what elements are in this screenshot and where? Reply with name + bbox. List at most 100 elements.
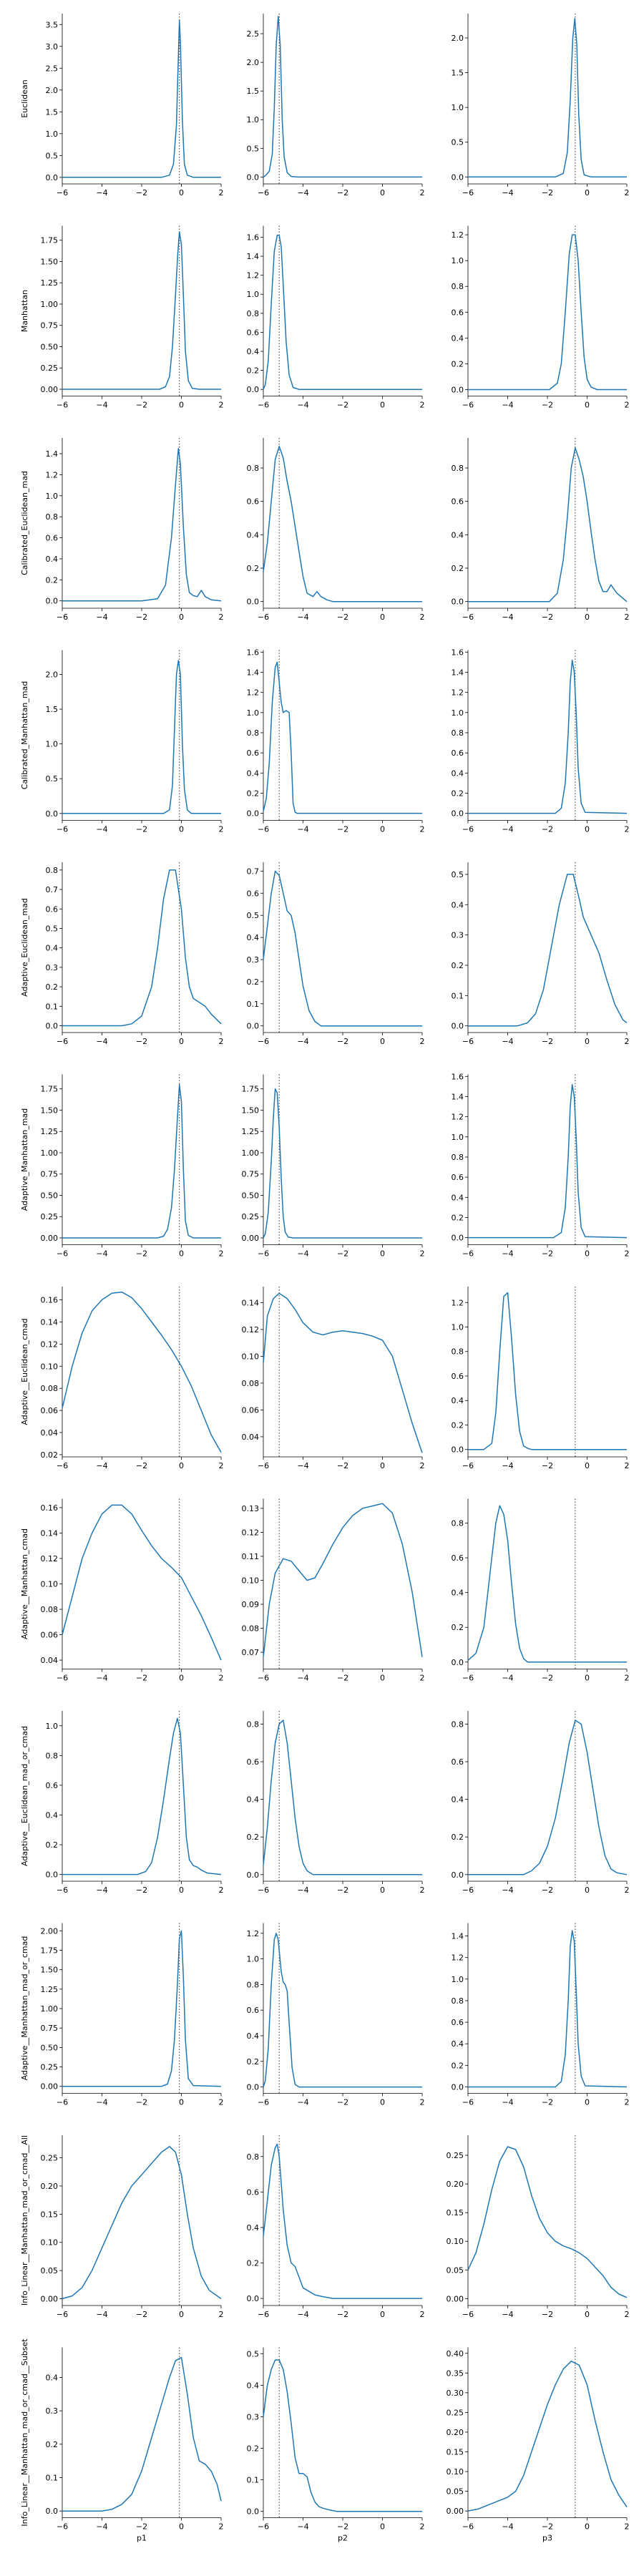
y-tick-label: 1.0 [46,740,59,749]
y-tick-label: 1.0 [452,1323,464,1332]
y-tick-label: 0.25 [447,2151,464,2160]
y-tick-label: 0.00 [41,385,59,394]
y-tick-label: 2.5 [247,29,260,39]
density-line [467,1505,627,1663]
x-tick-label: −6 [462,1674,474,1683]
x-tick-label: 2 [420,2522,425,2532]
x-tick-label: 2 [219,1037,224,1046]
y-tick-label: 0.09 [242,1600,260,1609]
y-tick-label: 0.2 [46,2440,59,2449]
y-tick-label: 1.0 [46,492,59,501]
panel: 0.0 0.2 0.4 0.6 0.8 1.0 1.2 −6 −4 −2 0 2 [452,225,630,410]
y-tick-label: 0.8 [247,2152,260,2162]
x-tick-label: −4 [297,1461,308,1470]
x-tick-label: −4 [96,2098,107,2107]
x-tick-label: −2 [542,1461,553,1470]
x-tick-label: 2 [420,1249,425,1259]
panel: 0.0 0.2 0.4 0.6 0.8 1.0 1.2 1.4 1.6 −6 −4 −2 0 2 [452,648,630,834]
y-tick-label: 0.08 [242,1624,260,1634]
x-tick-label: −4 [297,2310,308,2319]
y-tick-label: 0.1 [247,2476,260,2485]
x-tick-label: −6 [57,1249,68,1259]
y-tick-label: 1.0 [247,115,260,125]
y-tick-label: 0.8 [452,1347,464,1357]
density-line [62,1930,222,2087]
y-tick-label: 1.0 [452,1975,464,1984]
y-tick-label: 0.0 [247,2507,260,2517]
column-xlabel: p1 [137,2534,147,2543]
y-tick-label: 0.30 [447,2389,464,2398]
y-tick-label: 1.25 [41,1985,59,1994]
x-tick-label: −4 [96,188,107,197]
density-line [468,234,627,391]
x-tick-label: −6 [462,2310,474,2319]
x-tick-label: −2 [542,2310,553,2319]
panel: 0.00 0.25 0.50 0.75 1.00 1.25 1.50 1.75 2.00 −6 −4… [41,1923,224,2107]
x-tick-label: 0 [585,825,590,834]
x-tick-label: −6 [258,1674,269,1683]
y-tick-label: 0.8 [452,282,464,291]
x-tick-label: 0 [585,1249,590,1259]
panel: 0.00 0.25 0.50 0.75 1.00 1.25 1.50 1.75 −6 −4 −2 0 2 [41,1074,224,1259]
x-tick-label: −6 [57,825,68,834]
x-tick-label: 0 [179,825,184,834]
x-tick-label: 2 [219,613,224,622]
x-tick-label: 0 [179,1461,184,1470]
y-tick-label: 0.4 [452,1795,464,1805]
y-tick-label: 0.16 [41,1296,59,1305]
x-tick-label: −6 [462,1885,474,1895]
x-tick-label: 0 [179,188,184,197]
x-tick-label: −2 [337,401,348,410]
y-tick-label: 0.0 [46,173,59,182]
y-tick-label: 0.2 [247,564,260,573]
x-tick-label: 0 [585,2310,590,2319]
y-tick-label: 0.2 [46,982,59,992]
y-tick-label: 0.4 [247,347,260,356]
x-tick-label: −2 [136,2522,147,2532]
y-tick-label: 0.2 [247,1833,260,1842]
x-tick-label: 0 [179,1674,184,1683]
y-tick-label: 1.4 [452,668,464,677]
row-ylabel: Calibrated_Manhattan_mad [20,681,29,790]
x-tick-label: 2 [625,1037,630,1046]
x-tick-label: −6 [258,401,269,410]
y-tick-label: 0.06 [41,1406,59,1415]
panel: 0.00 0.25 0.50 0.75 1.00 1.25 1.50 1.75 −6 −4 −2 0 2 [41,225,224,410]
x-tick-label: −4 [96,1674,107,1683]
y-tick-label: 0.6 [46,1781,59,1790]
y-tick-label: 0.2 [452,1213,464,1222]
panel: 0.0 0.2 0.4 0.6 0.8 1.0 1.2 1.4 −6 −4 −2 0 2 [46,438,224,622]
density-line [62,1717,222,1875]
x-tick-label: 2 [219,1885,224,1895]
x-tick-label: −2 [136,2098,147,2107]
y-tick-label: 3.5 [46,20,59,29]
y-tick-label: 1.75 [41,1085,59,1094]
y-tick-label: 1.4 [46,449,59,459]
panel: 0.0 0.2 0.4 0.6 0.8 1.0 1.2 −6 −4 −2 0 2 [452,1287,630,1470]
y-tick-label: 0.0 [46,1870,59,1880]
y-tick-label: 0.4 [247,530,260,540]
density-line [263,235,422,390]
x-tick-label: 2 [219,401,224,410]
x-tick-label: 2 [219,1461,224,1470]
y-tick-label: 2.00 [41,1926,59,1936]
density-line [263,2359,422,2512]
y-tick-label: 0.2 [46,575,59,585]
y-tick-label: 0.35 [447,2368,464,2378]
y-tick-label: 0.3 [452,931,464,940]
y-tick-label: 1.25 [242,1127,260,1136]
panel: 0.02 0.04 0.06 0.08 0.10 0.12 0.14 0.16 −6 −4 −2 0 2 [41,1287,224,1470]
y-tick-label: 1.4 [452,1092,464,1101]
x-tick-label: 0 [380,1249,385,1259]
density-line [62,1504,222,1661]
y-tick-label: 1.2 [452,1298,464,1307]
x-tick-label: −2 [136,401,147,410]
x-tick-label: −6 [258,188,269,197]
y-tick-label: 1.0 [452,1133,464,1142]
x-tick-label: −4 [297,1674,308,1683]
density-line [263,1088,422,1239]
x-tick-label: −2 [542,825,553,834]
y-tick-label: 1.50 [41,257,59,266]
x-tick-label: −2 [542,1249,553,1259]
